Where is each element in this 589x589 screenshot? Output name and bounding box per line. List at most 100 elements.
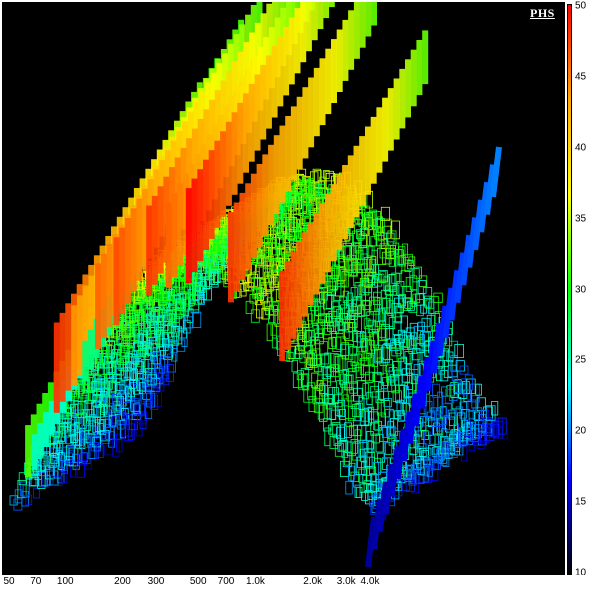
mesh-bin [312, 348, 321, 367]
mesh-bin [296, 370, 304, 381]
mesh-bin [388, 250, 396, 267]
decay-edge-segment [406, 393, 419, 445]
mesh-bin [37, 470, 46, 489]
mesh-bin [202, 287, 212, 301]
mesh-bin [447, 440, 458, 458]
mesh-bin [400, 270, 411, 287]
x-tick-300: 300 [147, 576, 165, 587]
mesh-bin [160, 374, 170, 386]
ridge-1-segment [43, 411, 50, 447]
mesh-bin [94, 419, 105, 432]
ridge-4-segment [82, 340, 89, 382]
mesh-bin [386, 232, 395, 243]
ridge-11-segment [307, 222, 314, 306]
ridge-11-segment [342, 165, 349, 240]
mesh-bin [458, 432, 466, 447]
mesh-bin [197, 285, 204, 304]
ridge-9-segment [294, 8, 301, 74]
mesh-bin [475, 383, 482, 396]
mesh-bin [84, 459, 92, 470]
ridge-11-segment [336, 174, 343, 251]
mesh-bin [399, 385, 408, 404]
mesh-bin [262, 290, 273, 310]
mesh-bin [100, 352, 108, 369]
mesh-bin [379, 243, 390, 259]
mesh-bin [354, 353, 362, 369]
mesh-bin [410, 463, 417, 474]
ridge-9-segment [271, 46, 278, 118]
mesh-bin [334, 255, 345, 267]
ridge-11-segment [422, 30, 429, 85]
mesh-bin [401, 332, 412, 350]
mesh-bin [405, 276, 414, 292]
ridge-10-segment [302, 87, 309, 159]
mesh-bin [411, 289, 418, 307]
mesh-bin [357, 335, 366, 353]
ridge-10-segment [245, 183, 252, 270]
mesh-bin [104, 445, 114, 456]
mesh-bin [312, 387, 320, 405]
decay-edge-segment [448, 269, 461, 321]
mesh-bin [350, 353, 358, 366]
mesh-bin [317, 402, 325, 420]
mesh-bin [342, 290, 349, 304]
mesh-bin [382, 298, 391, 314]
mesh-bin [307, 178, 314, 189]
mesh-bin [308, 323, 319, 342]
mesh-bin [452, 423, 460, 442]
ridge-9-segment [208, 150, 215, 239]
mesh-bin [269, 258, 279, 276]
mesh-bin [447, 409, 456, 420]
mesh-bin [72, 453, 80, 470]
mesh-bin [112, 439, 120, 457]
mesh-bin [304, 181, 314, 200]
mesh-bin [303, 179, 312, 195]
mesh-bin [367, 319, 376, 334]
mesh-bin [342, 394, 349, 407]
mesh-bin [424, 431, 431, 445]
mesh-bin [336, 336, 347, 350]
ridge-9-segment [328, 2, 335, 8]
ridge-10-segment [285, 116, 292, 192]
colorbar-tick-50: 50 [575, 0, 587, 12]
mesh-bin [421, 317, 431, 327]
mesh-bin [430, 455, 439, 468]
mesh-bin [454, 430, 461, 448]
mesh-bin [116, 433, 123, 453]
x-tick-50: 50 [3, 576, 15, 587]
mesh-bin [130, 326, 140, 341]
mesh-bin [131, 353, 139, 364]
mesh-bin [442, 348, 449, 367]
ridge-6-segment [130, 208, 137, 292]
waterfall-plot [9, 2, 509, 568]
ridge-10-segment [365, 2, 372, 37]
mesh-bin [177, 301, 186, 311]
mesh-bin [392, 361, 401, 377]
decay-edge-segment [490, 146, 502, 198]
mesh-bin [460, 443, 468, 462]
mesh-bin [388, 317, 396, 330]
x-tick-100: 100 [56, 576, 74, 587]
mesh-bin [115, 378, 123, 392]
mesh-bin [29, 476, 39, 487]
mesh-bin [302, 204, 310, 217]
mesh-bin [380, 289, 391, 309]
mesh-bin [359, 331, 367, 348]
decay-edge-segment [460, 234, 473, 286]
mesh-bin [265, 257, 273, 276]
mesh-bin [416, 299, 424, 317]
mesh-bin [324, 352, 332, 369]
ridge-10-segment [268, 144, 275, 225]
mesh-bin [408, 469, 417, 486]
ridge-11-segment [393, 78, 400, 140]
ridge-11-segment [370, 116, 377, 184]
mesh-bin [362, 214, 371, 229]
mesh-bin [266, 323, 273, 342]
ridge-10-segment [348, 10, 355, 70]
mesh-bin [407, 300, 415, 311]
mesh-bin [354, 403, 361, 422]
mesh-bin [176, 339, 186, 352]
mesh-bin [246, 276, 255, 288]
mesh-bin [333, 354, 341, 370]
mesh-bin [336, 266, 344, 285]
